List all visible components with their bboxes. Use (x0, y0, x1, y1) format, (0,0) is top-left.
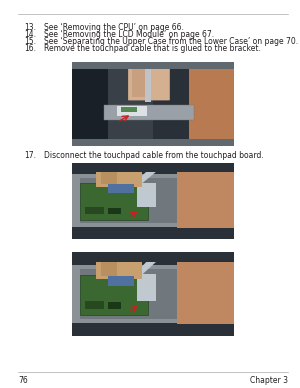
Bar (72, 252, 234, 336)
Text: 16.: 16. (24, 44, 36, 53)
Text: 14.: 14. (24, 30, 36, 39)
Text: 17.: 17. (24, 151, 36, 160)
Bar (101, 163, 117, 184)
Text: Chapter 3: Chapter 3 (250, 376, 288, 385)
Bar (177, 171, 234, 231)
Bar (145, 62, 152, 102)
Bar (108, 184, 134, 193)
Text: See ‘Removing the LCD Module’ on page 67.: See ‘Removing the LCD Module’ on page 67… (44, 30, 214, 39)
FancyBboxPatch shape (128, 62, 170, 100)
Bar (121, 107, 137, 112)
Bar (104, 106, 194, 120)
Bar (80, 178, 226, 223)
Bar (80, 275, 148, 315)
Bar (72, 139, 234, 146)
Text: Disconnect the touchpad cable from the touchpad board.: Disconnect the touchpad cable from the t… (44, 151, 263, 160)
Bar (108, 275, 134, 286)
Text: See ‘Removing the CPU’ on page 66.: See ‘Removing the CPU’ on page 66. (44, 23, 183, 32)
Bar (80, 184, 148, 220)
Bar (177, 163, 234, 239)
Bar (72, 324, 234, 336)
Bar (117, 106, 146, 116)
Bar (72, 62, 234, 146)
Bar (72, 62, 234, 69)
Bar (72, 62, 108, 146)
Bar (153, 62, 189, 146)
Bar (80, 269, 226, 319)
Text: 15.: 15. (24, 37, 36, 46)
Text: See ‘Separating the Upper Case from the Lower Case’ on page 70.: See ‘Separating the Upper Case from the … (44, 37, 298, 46)
Bar (72, 163, 234, 239)
Bar (189, 62, 234, 146)
Bar (108, 208, 121, 215)
Polygon shape (134, 256, 161, 275)
Bar (137, 183, 156, 207)
Bar (101, 252, 117, 275)
Bar (85, 207, 104, 215)
Bar (96, 252, 142, 279)
Bar (72, 265, 234, 323)
Text: Remove the touchpad cable that is glued to the bracket.: Remove the touchpad cable that is glued … (44, 44, 260, 53)
Bar (177, 261, 234, 327)
Bar (108, 302, 121, 309)
Text: 76: 76 (18, 376, 28, 385)
Text: 13.: 13. (24, 23, 36, 32)
Bar (85, 301, 104, 309)
Bar (177, 252, 234, 336)
Polygon shape (134, 167, 161, 184)
Bar (72, 228, 234, 239)
Bar (72, 252, 234, 262)
Bar (137, 274, 156, 301)
Bar (132, 64, 148, 97)
Bar (72, 163, 234, 172)
Bar (96, 163, 142, 187)
Bar (72, 174, 234, 227)
